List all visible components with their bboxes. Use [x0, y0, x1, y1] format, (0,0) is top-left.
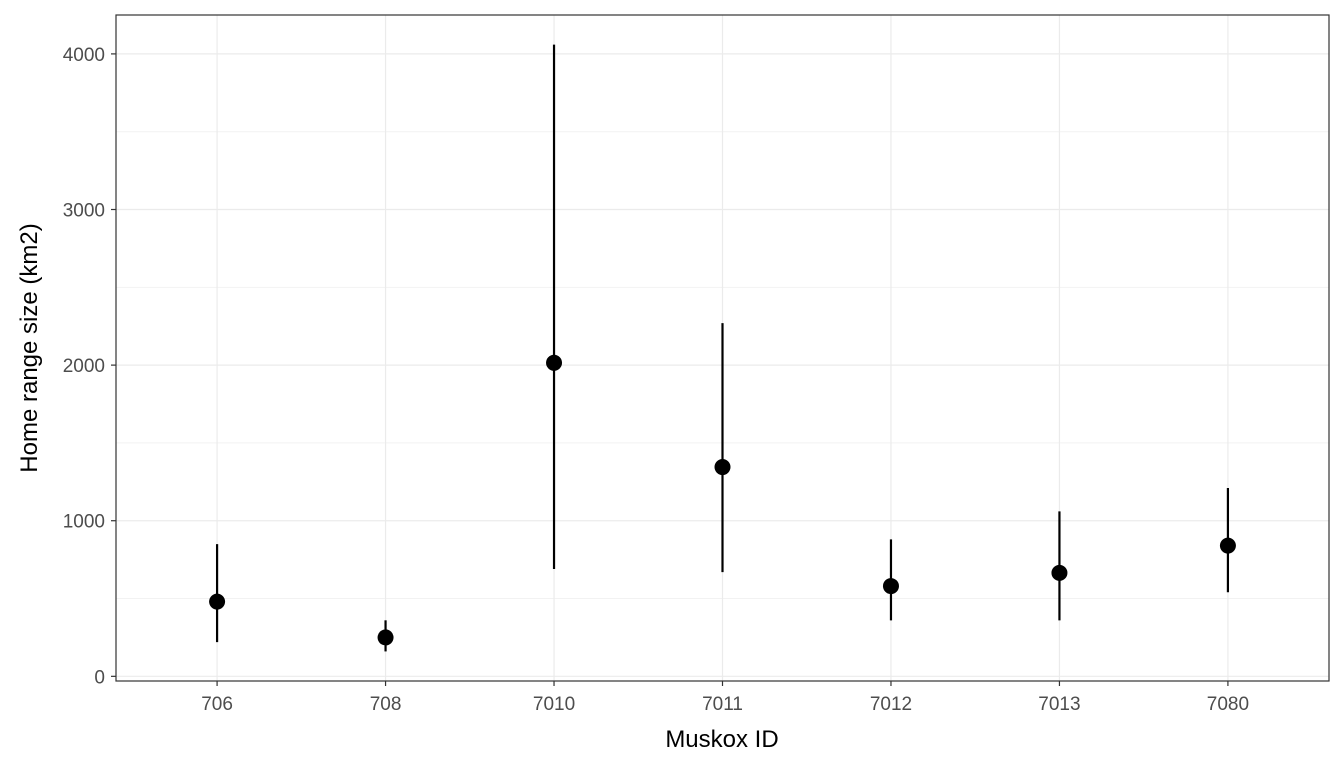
y-tick-label: 1000: [63, 512, 105, 533]
y-tick-label: 0: [94, 667, 105, 688]
y-tick-label: 2000: [63, 356, 105, 377]
y-tick-label: 4000: [63, 45, 105, 66]
x-tick-label: 7080: [1207, 694, 1249, 715]
data-point-7011: [714, 459, 731, 476]
axis-ticks: [111, 53, 1229, 686]
x-tick-label: 706: [201, 694, 233, 715]
x-tick-label: 708: [370, 694, 402, 715]
y-axis-title: Home range size (km2): [16, 223, 43, 472]
tick-labels: 0 1000 2000 3000 4000 706 708 7010 7011 7012 7013 7…: [63, 45, 1249, 715]
y-tick-label: 3000: [63, 201, 105, 222]
x-tick-label: 7013: [1038, 694, 1080, 715]
data-point-7010: [546, 354, 563, 371]
x-axis-title: Muskox ID: [665, 726, 778, 753]
x-tick-label: 7010: [533, 694, 575, 715]
x-tick-label: 7011: [702, 694, 743, 715]
data-marks: [209, 44, 1236, 652]
x-tick-label: 7012: [870, 694, 912, 715]
data-point-7080: [1219, 537, 1236, 554]
data-point-7013: [1051, 564, 1068, 581]
data-point-708: [377, 629, 394, 646]
data-point-7012: [882, 578, 899, 595]
data-point-706: [209, 593, 226, 610]
